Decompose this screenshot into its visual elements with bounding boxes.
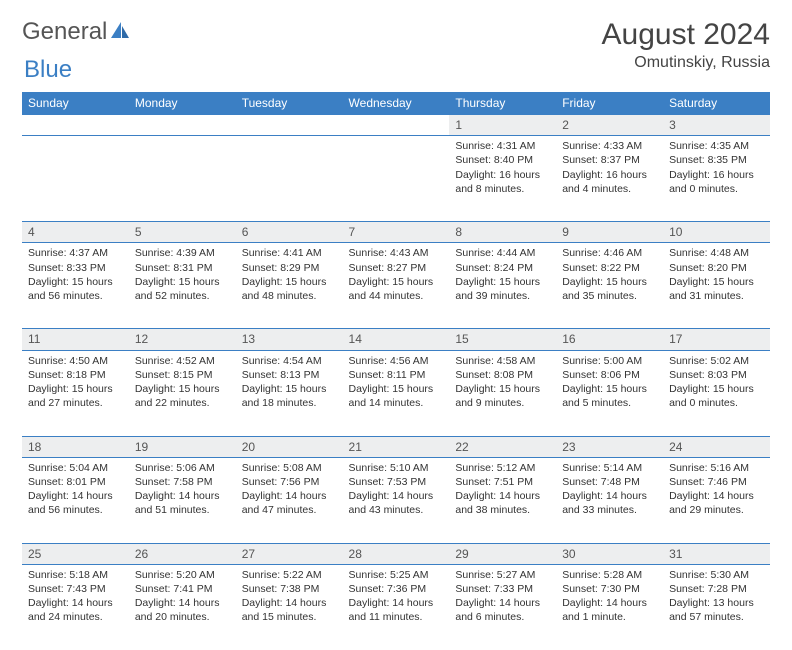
day-header: Saturday: [663, 92, 770, 115]
day-number-cell: 9: [556, 222, 663, 243]
day-number-cell: 16: [556, 329, 663, 350]
day-body-cell: Sunrise: 5:08 AMSunset: 7:56 PMDaylight:…: [236, 457, 343, 543]
day-number-cell: 2: [556, 115, 663, 136]
day-header: Friday: [556, 92, 663, 115]
day-number-cell: 3: [663, 115, 770, 136]
day-number-cell: 11: [22, 329, 129, 350]
day-body-cell: Sunrise: 5:10 AMSunset: 7:53 PMDaylight:…: [343, 457, 450, 543]
day-header: Wednesday: [343, 92, 450, 115]
day-body-cell: [343, 136, 450, 222]
day-header: Thursday: [449, 92, 556, 115]
day-body-cell: Sunrise: 5:04 AMSunset: 8:01 PMDaylight:…: [22, 457, 129, 543]
day-number-cell: 15: [449, 329, 556, 350]
day-body-cell: Sunrise: 5:02 AMSunset: 8:03 PMDaylight:…: [663, 350, 770, 436]
day-number-cell: 5: [129, 222, 236, 243]
day-body-cell: Sunrise: 5:30 AMSunset: 7:28 PMDaylight:…: [663, 564, 770, 650]
location: Omutinskiy, Russia: [602, 54, 770, 72]
day-number-cell: [22, 115, 129, 136]
day-body-cell: Sunrise: 4:43 AMSunset: 8:27 PMDaylight:…: [343, 243, 450, 329]
day-body-cell: [22, 136, 129, 222]
day-body-cell: Sunrise: 4:37 AMSunset: 8:33 PMDaylight:…: [22, 243, 129, 329]
day-body-cell: Sunrise: 4:50 AMSunset: 8:18 PMDaylight:…: [22, 350, 129, 436]
day-body-cell: Sunrise: 5:16 AMSunset: 7:46 PMDaylight:…: [663, 457, 770, 543]
day-body-cell: Sunrise: 5:14 AMSunset: 7:48 PMDaylight:…: [556, 457, 663, 543]
day-body-row: Sunrise: 5:04 AMSunset: 8:01 PMDaylight:…: [22, 457, 770, 543]
day-number-cell: 31: [663, 543, 770, 564]
day-number-cell: 1: [449, 115, 556, 136]
day-number-cell: [236, 115, 343, 136]
day-body-cell: Sunrise: 4:58 AMSunset: 8:08 PMDaylight:…: [449, 350, 556, 436]
day-number-row: 45678910: [22, 222, 770, 243]
day-number-cell: 29: [449, 543, 556, 564]
day-body-row: Sunrise: 4:50 AMSunset: 8:18 PMDaylight:…: [22, 350, 770, 436]
day-header-row: SundayMondayTuesdayWednesdayThursdayFrid…: [22, 92, 770, 115]
day-body-cell: Sunrise: 5:28 AMSunset: 7:30 PMDaylight:…: [556, 564, 663, 650]
calendar-table: SundayMondayTuesdayWednesdayThursdayFrid…: [22, 92, 770, 650]
day-body-cell: Sunrise: 5:00 AMSunset: 8:06 PMDaylight:…: [556, 350, 663, 436]
day-body-cell: Sunrise: 4:56 AMSunset: 8:11 PMDaylight:…: [343, 350, 450, 436]
day-body-cell: Sunrise: 4:46 AMSunset: 8:22 PMDaylight:…: [556, 243, 663, 329]
day-number-cell: 8: [449, 222, 556, 243]
day-number-cell: 20: [236, 436, 343, 457]
logo-text-1: General: [22, 18, 107, 46]
day-number-cell: 7: [343, 222, 450, 243]
day-number-cell: [129, 115, 236, 136]
day-number-cell: 12: [129, 329, 236, 350]
day-number-row: 11121314151617: [22, 329, 770, 350]
day-body-row: Sunrise: 5:18 AMSunset: 7:43 PMDaylight:…: [22, 564, 770, 650]
day-body-cell: Sunrise: 5:20 AMSunset: 7:41 PMDaylight:…: [129, 564, 236, 650]
day-number-cell: 18: [22, 436, 129, 457]
title-block: August 2024 Omutinskiy, Russia: [602, 18, 770, 72]
day-number-cell: 13: [236, 329, 343, 350]
day-body-cell: Sunrise: 4:48 AMSunset: 8:20 PMDaylight:…: [663, 243, 770, 329]
day-body-cell: Sunrise: 5:06 AMSunset: 7:58 PMDaylight:…: [129, 457, 236, 543]
day-number-cell: 28: [343, 543, 450, 564]
day-body-cell: Sunrise: 5:27 AMSunset: 7:33 PMDaylight:…: [449, 564, 556, 650]
day-number-row: 123: [22, 115, 770, 136]
day-number-cell: 24: [663, 436, 770, 457]
day-body-cell: Sunrise: 5:22 AMSunset: 7:38 PMDaylight:…: [236, 564, 343, 650]
day-body-row: Sunrise: 4:31 AMSunset: 8:40 PMDaylight:…: [22, 136, 770, 222]
day-number-cell: 19: [129, 436, 236, 457]
day-body-cell: Sunrise: 5:18 AMSunset: 7:43 PMDaylight:…: [22, 564, 129, 650]
day-number-cell: 23: [556, 436, 663, 457]
day-number-cell: 25: [22, 543, 129, 564]
logo: General: [22, 18, 133, 46]
day-number-cell: 6: [236, 222, 343, 243]
day-number-cell: 17: [663, 329, 770, 350]
day-number-cell: 4: [22, 222, 129, 243]
day-header: Tuesday: [236, 92, 343, 115]
day-number-cell: 10: [663, 222, 770, 243]
day-body-cell: Sunrise: 4:33 AMSunset: 8:37 PMDaylight:…: [556, 136, 663, 222]
day-body-cell: [236, 136, 343, 222]
day-header: Sunday: [22, 92, 129, 115]
day-number-cell: [343, 115, 450, 136]
day-number-cell: 14: [343, 329, 450, 350]
day-body-cell: Sunrise: 4:35 AMSunset: 8:35 PMDaylight:…: [663, 136, 770, 222]
month-title: August 2024: [602, 18, 770, 52]
day-header: Monday: [129, 92, 236, 115]
day-body-cell: Sunrise: 4:52 AMSunset: 8:15 PMDaylight:…: [129, 350, 236, 436]
day-number-row: 25262728293031: [22, 543, 770, 564]
day-number-cell: 22: [449, 436, 556, 457]
day-body-cell: Sunrise: 4:39 AMSunset: 8:31 PMDaylight:…: [129, 243, 236, 329]
day-body-cell: Sunrise: 4:31 AMSunset: 8:40 PMDaylight:…: [449, 136, 556, 222]
day-body-cell: Sunrise: 4:41 AMSunset: 8:29 PMDaylight:…: [236, 243, 343, 329]
day-body-cell: Sunrise: 4:44 AMSunset: 8:24 PMDaylight:…: [449, 243, 556, 329]
day-body-cell: Sunrise: 5:25 AMSunset: 7:36 PMDaylight:…: [343, 564, 450, 650]
sail-icon: [109, 20, 131, 45]
day-body-cell: [129, 136, 236, 222]
day-number-cell: 27: [236, 543, 343, 564]
day-body-cell: Sunrise: 5:12 AMSunset: 7:51 PMDaylight:…: [449, 457, 556, 543]
day-body-cell: Sunrise: 4:54 AMSunset: 8:13 PMDaylight:…: [236, 350, 343, 436]
day-number-cell: 21: [343, 436, 450, 457]
day-number-cell: 30: [556, 543, 663, 564]
day-number-cell: 26: [129, 543, 236, 564]
day-number-row: 18192021222324: [22, 436, 770, 457]
day-body-row: Sunrise: 4:37 AMSunset: 8:33 PMDaylight:…: [22, 243, 770, 329]
